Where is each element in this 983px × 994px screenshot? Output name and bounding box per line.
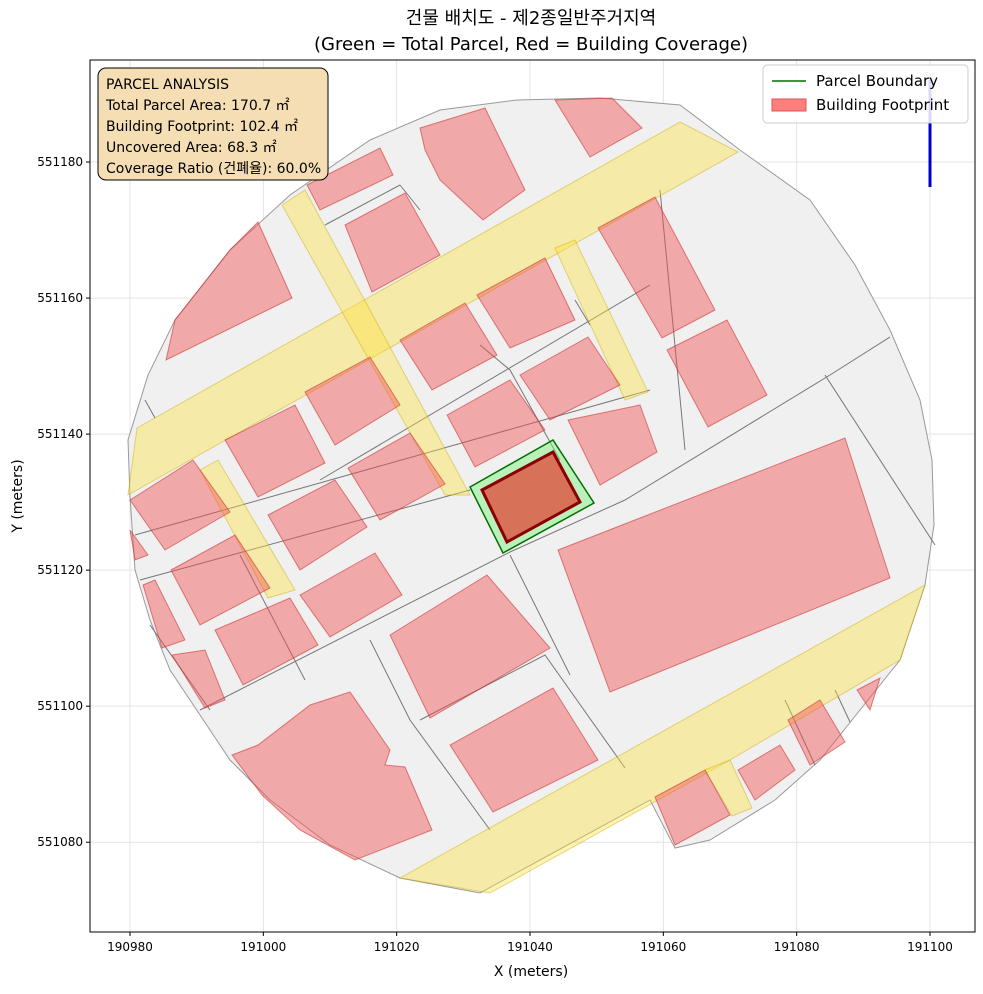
chart-title: 건물 배치도 - 제2종일반주거지역 bbox=[406, 8, 656, 29]
x-tick-label: 191080 bbox=[774, 940, 820, 954]
x-tick-label: 190980 bbox=[107, 940, 153, 954]
y-tick-label: 551180 bbox=[37, 155, 83, 169]
y-tick-label: 551080 bbox=[37, 835, 83, 849]
target-building bbox=[480, 449, 583, 545]
annotation-line: Building Footprint: 102.4 ㎡ bbox=[106, 119, 298, 135]
annotation-line: Coverage Ratio (건폐율): 60.0% bbox=[106, 161, 321, 177]
y-tick-label: 551160 bbox=[37, 291, 83, 305]
legend-label: Building Footprint bbox=[816, 96, 949, 114]
x-tick-label: 191100 bbox=[907, 940, 953, 954]
site-plan: N bbox=[127, 70, 936, 894]
x-tick-label: 191020 bbox=[374, 940, 420, 954]
x-axis-label: X (meters) bbox=[494, 964, 568, 980]
x-tick-label: 191040 bbox=[507, 940, 553, 954]
legend: Parcel Boundary Building Footprint bbox=[762, 64, 969, 124]
x-tick-label: 191060 bbox=[640, 940, 686, 954]
legend-swatch bbox=[771, 98, 807, 112]
annotation-box: PARCEL ANALYSIS Total Parcel Area: 170.7… bbox=[97, 67, 329, 181]
y-tick-label: 551100 bbox=[37, 699, 83, 713]
annotation-line: Total Parcel Area: 170.7 ㎡ bbox=[105, 98, 290, 114]
legend-label: Parcel Boundary bbox=[816, 72, 938, 90]
annotation-line: PARCEL ANALYSIS bbox=[106, 77, 229, 93]
annotation-line: Uncovered Area: 68.3 ㎡ bbox=[106, 140, 277, 156]
y-tick-label: 551120 bbox=[37, 563, 83, 577]
roads bbox=[127, 121, 926, 894]
chart-subtitle: (Green = Total Parcel, Red = Building Co… bbox=[314, 34, 748, 55]
buildings bbox=[129, 97, 891, 861]
parcel-lines bbox=[134, 184, 936, 831]
plot-frame bbox=[89, 59, 976, 933]
y-tick-label: 551140 bbox=[37, 427, 83, 441]
x-tick-label: 191000 bbox=[240, 940, 286, 954]
y-axis-label: Y (meters) bbox=[10, 459, 26, 533]
